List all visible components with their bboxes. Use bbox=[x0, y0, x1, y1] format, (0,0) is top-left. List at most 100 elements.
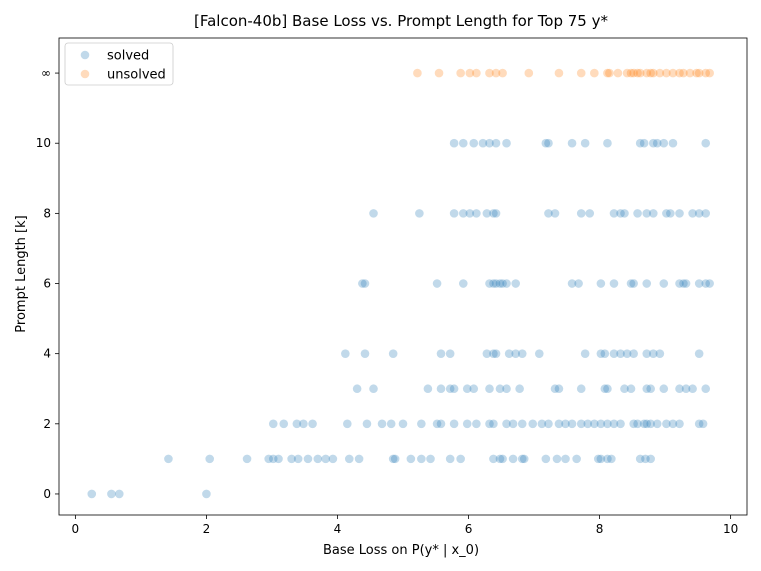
data-point-solved bbox=[659, 384, 669, 394]
data-point-unsolved bbox=[465, 68, 475, 78]
data-point-solved bbox=[472, 209, 481, 218]
data-point-unsolved bbox=[613, 68, 623, 78]
data-point-solved bbox=[164, 454, 173, 464]
data-point-solved bbox=[458, 279, 468, 288]
data-point-solved bbox=[511, 349, 521, 358]
data-point-solved bbox=[694, 209, 704, 218]
data-point-solved bbox=[328, 454, 338, 464]
data-point-unsolved bbox=[413, 68, 422, 78]
data-point-unsolved bbox=[701, 68, 711, 78]
data-point-solved bbox=[642, 349, 652, 358]
data-point-solved bbox=[635, 454, 645, 464]
data-point-solved bbox=[489, 209, 498, 218]
data-point-solved bbox=[202, 489, 211, 499]
data-point-solved bbox=[694, 419, 704, 429]
data-point-solved bbox=[675, 419, 684, 429]
data-point-solved bbox=[629, 349, 638, 358]
data-point-unsolved bbox=[692, 68, 701, 78]
data-point-solved bbox=[607, 454, 616, 464]
data-point-solved bbox=[445, 349, 455, 358]
data-point-solved bbox=[491, 209, 501, 218]
plot-area: 0 2 4 6 8 10 0 2 4 6 8 10 ∞ solved unsolved bbox=[36, 37, 748, 536]
data-point-solved bbox=[616, 419, 625, 429]
data-point-solved bbox=[694, 349, 704, 358]
data-point-solved bbox=[482, 209, 492, 218]
data-point-unsolved bbox=[590, 68, 599, 78]
y-tick-label: 8 bbox=[43, 206, 51, 220]
data-point-solved bbox=[519, 454, 529, 464]
data-point-solved bbox=[502, 384, 511, 394]
data-point-solved bbox=[554, 384, 564, 394]
data-point-unsolved bbox=[675, 68, 684, 78]
data-point-solved bbox=[264, 454, 273, 464]
data-point-solved bbox=[688, 384, 697, 394]
data-point-unsolved bbox=[554, 68, 564, 78]
data-point-solved bbox=[462, 384, 472, 394]
data-point-solved bbox=[495, 279, 505, 288]
data-point-solved bbox=[517, 349, 527, 358]
data-point-solved bbox=[449, 138, 459, 148]
data-point-solved bbox=[550, 384, 560, 394]
data-point-solved bbox=[303, 454, 313, 464]
data-point-unsolved bbox=[646, 68, 655, 78]
data-point-solved bbox=[354, 454, 364, 464]
data-point-solved bbox=[572, 454, 581, 464]
data-point-solved bbox=[701, 209, 711, 218]
data-point-solved bbox=[534, 349, 544, 358]
data-point-solved bbox=[668, 419, 678, 429]
data-point-solved bbox=[388, 349, 398, 358]
data-point-unsolved bbox=[622, 68, 632, 78]
data-point-solved bbox=[662, 209, 671, 218]
data-point-solved bbox=[432, 279, 442, 288]
data-point-solved bbox=[620, 384, 629, 394]
data-point-solved bbox=[603, 384, 612, 394]
x-tick-label: 6 bbox=[465, 522, 473, 536]
data-point-unsolved bbox=[485, 68, 494, 78]
data-point-solved bbox=[541, 138, 551, 148]
data-point-solved bbox=[544, 209, 553, 218]
data-point-solved bbox=[659, 279, 669, 288]
data-point-solved bbox=[655, 349, 665, 358]
data-point-unsolved bbox=[576, 68, 586, 78]
data-point-solved bbox=[574, 279, 583, 288]
data-point-unsolved bbox=[626, 68, 636, 78]
data-point-solved bbox=[515, 384, 524, 394]
data-point-solved bbox=[705, 279, 714, 288]
data-point-solved bbox=[388, 454, 398, 464]
data-point-solved bbox=[343, 419, 352, 429]
data-point-solved bbox=[205, 454, 215, 464]
data-point-solved bbox=[646, 384, 655, 394]
data-point-solved bbox=[478, 138, 488, 148]
data-point-solved bbox=[649, 138, 658, 148]
data-point-solved bbox=[498, 279, 507, 288]
data-point-solved bbox=[646, 419, 655, 429]
data-point-solved bbox=[369, 209, 378, 218]
data-point-solved bbox=[626, 279, 636, 288]
data-point-solved bbox=[698, 419, 708, 429]
data-point-solved bbox=[537, 419, 547, 429]
data-point-solved bbox=[603, 454, 612, 464]
y-tick-label: ∞ bbox=[41, 66, 51, 80]
y-axis-label: Prompt Length [k] bbox=[14, 215, 29, 332]
data-point-solved bbox=[482, 349, 492, 358]
data-point-solved bbox=[344, 454, 354, 464]
data-point-solved bbox=[436, 349, 446, 358]
data-point-unsolved bbox=[668, 68, 678, 78]
data-point-solved bbox=[541, 454, 551, 464]
data-point-solved bbox=[87, 489, 97, 499]
data-point-solved bbox=[596, 279, 606, 288]
data-point-solved bbox=[679, 279, 688, 288]
data-point-solved bbox=[449, 419, 459, 429]
x-tick-label: 4 bbox=[334, 522, 342, 536]
data-point-solved bbox=[279, 419, 289, 429]
data-point-solved bbox=[652, 138, 662, 148]
data-point-solved bbox=[107, 489, 116, 499]
y-tick-label: 10 bbox=[36, 136, 51, 150]
data-point-solved bbox=[489, 279, 498, 288]
data-point-solved bbox=[596, 349, 606, 358]
data-point-solved bbox=[635, 138, 645, 148]
data-point-solved bbox=[567, 419, 577, 429]
data-point-solved bbox=[701, 138, 711, 148]
data-point-solved bbox=[436, 419, 446, 429]
